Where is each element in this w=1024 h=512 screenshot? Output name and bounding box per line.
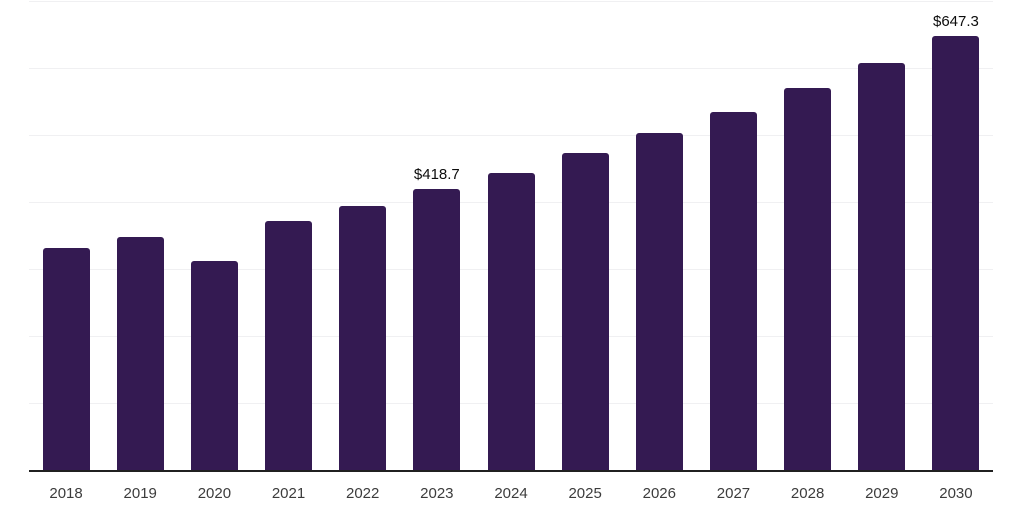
bar-2028 xyxy=(784,87,832,470)
bar-2029 xyxy=(858,62,906,470)
bar-2021 xyxy=(265,221,313,470)
bar-2018 xyxy=(42,248,90,470)
bar-2024 xyxy=(487,173,535,470)
bar-2020 xyxy=(190,261,238,470)
bar-2022 xyxy=(339,206,387,470)
x-tick-label-2026: 2026 xyxy=(642,485,676,502)
plot-area xyxy=(29,0,993,470)
bar-2027 xyxy=(709,111,757,470)
x-tick-label-2018: 2018 xyxy=(49,485,83,502)
x-tick-label-2027: 2027 xyxy=(716,485,751,502)
x-tick-label-2023: 2023 xyxy=(420,485,454,502)
x-tick-label-2020: 2020 xyxy=(197,485,232,502)
x-tick-label-2029: 2029 xyxy=(865,485,899,502)
x-tick-label-2025: 2025 xyxy=(568,485,602,502)
x-tick-label-2030: 2030 xyxy=(939,485,973,502)
bar-2019 xyxy=(116,236,164,470)
bar-2026 xyxy=(635,133,683,470)
data-label-2030: $647.3 xyxy=(932,13,979,31)
x-axis-line xyxy=(29,470,993,472)
gridline-700 xyxy=(29,1,993,2)
data-label-2023: $418.7 xyxy=(413,166,460,184)
gridline-500 xyxy=(29,135,993,136)
bar-2023 xyxy=(413,189,461,470)
bar-2025 xyxy=(561,152,609,470)
bar-2030 xyxy=(932,36,980,470)
x-tick-label-2022: 2022 xyxy=(346,485,380,502)
x-tick-label-2024: 2024 xyxy=(494,485,528,502)
x-tick-label-2019: 2019 xyxy=(123,485,157,502)
x-tick-label-2028: 2028 xyxy=(790,485,825,502)
gridline-600 xyxy=(29,68,993,69)
x-tick-label-2021: 2021 xyxy=(271,485,306,502)
